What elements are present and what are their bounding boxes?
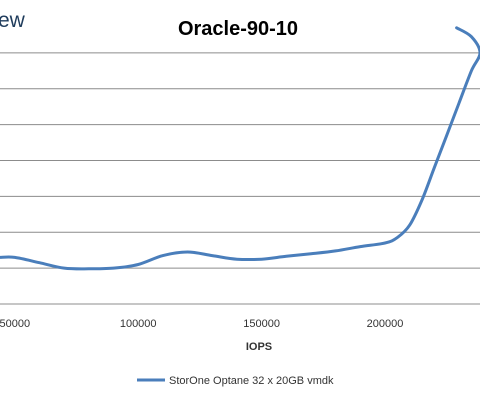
x-axis-title: IOPS [246,341,272,353]
chart-title: Oracle-90-10 [178,18,298,40]
x-tick-label: 200000 [367,318,404,330]
x-tick-label: 100000 [120,318,157,330]
legend: StorOne Optane 32 x 20GB vmdk [137,375,334,387]
x-tick-label: 50000 [0,318,30,330]
brand-partial-text: ew [0,9,26,32]
x-tick-label: 150000 [243,318,280,330]
plot-series [0,26,480,271]
gridlines [0,52,480,305]
series-line-0 [0,26,480,271]
x-axis-ticks: 50000 100000 150000 200000 [0,318,403,330]
legend-label: StorOne Optane 32 x 20GB vmdk [169,375,334,387]
